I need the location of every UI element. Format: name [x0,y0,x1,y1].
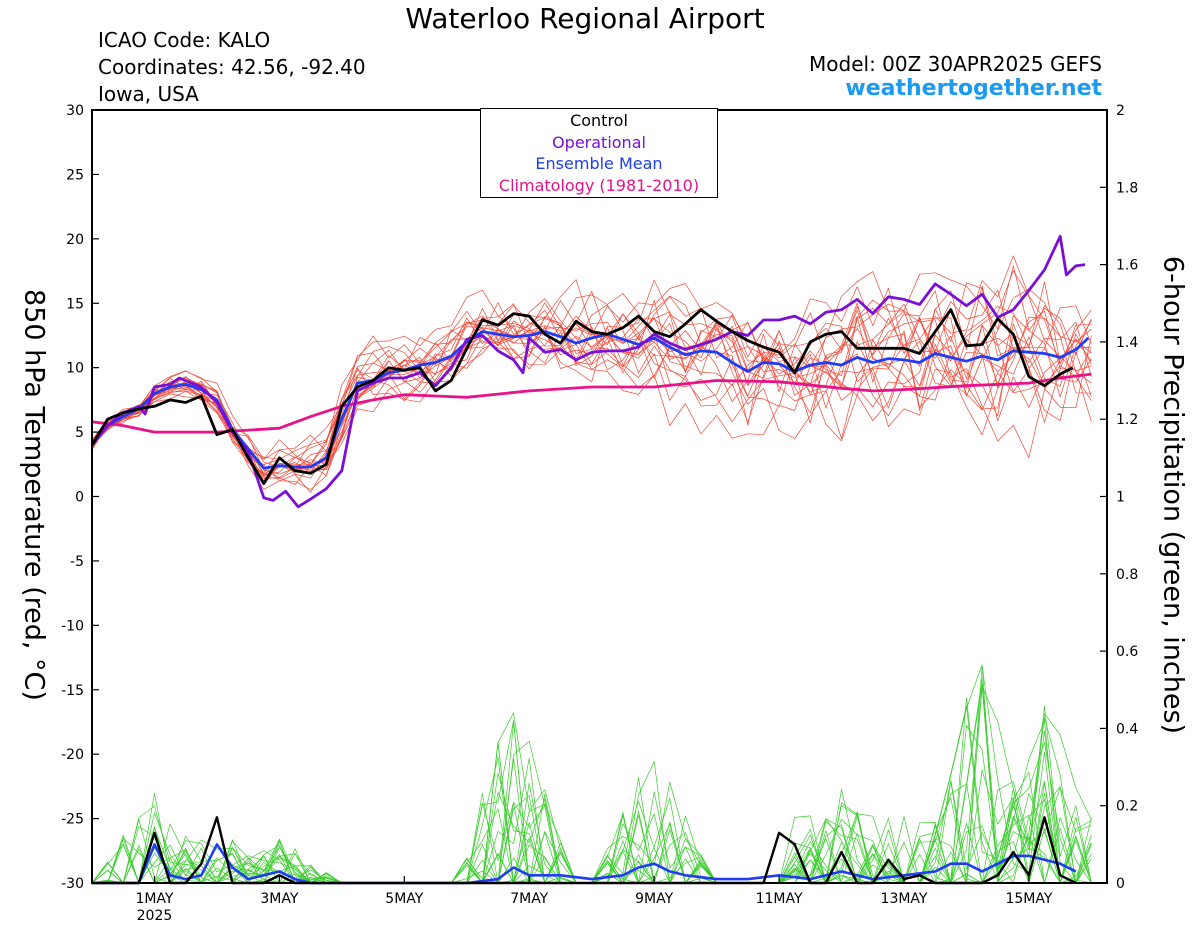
precipitation-member-line [92,730,1092,884]
chart-axes [91,109,1108,884]
y-right-tick-label: 1.2 [1116,412,1138,428]
region: Iowa, USA [98,82,199,106]
y-left-tick-label: 20 [66,232,84,248]
temperature-member-lines [91,255,1092,493]
y-left-tick-label: 25 [66,167,84,183]
y-right-tick-label: 0.2 [1116,799,1138,815]
chart-ticks: 302520151050-5-10-15-20-25-3021.81.61.41… [61,103,1138,924]
legend-operational: Operational [552,132,646,152]
y-left-tick-label: 0 [75,490,84,506]
temperature-member-line [91,293,1092,475]
legend-control: Control [570,111,628,130]
y-left-tick-label: -5 [70,554,84,570]
chart-legend: Control Operational Ensemble Mean Climat… [480,108,718,198]
x-tick-label: 9MAY [635,891,673,907]
legend-climatology: Climatology (1981-2010) [498,175,700,195]
site-link[interactable]: weathertogether.net [845,76,1102,101]
y-left-tick-label: -10 [61,618,84,634]
y-right-tick-label: 0.8 [1116,567,1138,583]
x-tick-label: 1MAY [135,891,173,907]
x-tick-label: 3MAY [260,891,298,907]
plot-frame [91,109,1108,884]
chart-title: Waterloo Regional Airport [405,2,765,35]
model-run: Model: 00Z 30APR2025 GEFS [809,52,1102,76]
y-right-tick-label: 1.6 [1116,258,1138,274]
y-right-tick-label: 0 [1116,876,1125,892]
temperature-member-line [91,288,1092,468]
temp-control-line [90,308,1074,486]
y-left-tick-label: -20 [61,747,84,763]
y-left-tick-label: 30 [66,103,84,119]
y-left-tick-label: -30 [61,876,84,892]
x-tick-label: 15MAY [1005,891,1052,907]
temp-ensemble-mean-line [90,330,1090,470]
y-right-tick-label: 1.4 [1116,335,1138,351]
y-axis-right-label: 6-hour Precipitation (green, inches) [1157,255,1189,735]
temperature-member-line [91,316,1092,477]
coordinates: Coordinates: 42.56, -92.40 [98,55,366,79]
temperature-member-line [91,285,1092,465]
x-tick-label: 7MAY [510,891,548,907]
temperature-member-line [91,295,1092,480]
precipitation-member-line [92,705,1092,884]
y-left-tick-label: 5 [75,425,84,441]
y-right-tick-label: 0.4 [1116,721,1138,737]
precipitation-member-line [91,697,1092,884]
y-left-tick-label: -25 [61,812,84,828]
temp-operational-line [90,234,1086,509]
highlight-lines [90,234,1092,885]
x-tick-label: 5MAY [385,891,423,907]
temperature-member-line [91,318,1092,460]
temp-climatology-line [91,372,1092,434]
y-right-tick-label: 0.6 [1116,644,1138,660]
y-left-tick-label: 15 [66,296,84,312]
precipitation-member-line [92,686,1092,884]
x-tick-label: 13MAY [881,891,928,907]
y-left-tick-label: 10 [66,361,84,377]
y-right-tick-label: 1.8 [1116,180,1138,196]
precipitation-member-line [91,683,1092,884]
temperature-member-line [91,265,1092,475]
y-axis-left-label: 850 hPa Temperature (red, °C) [18,289,50,701]
precipitation-member-line [92,685,1092,884]
icao-code: ICAO Code: KALO [98,28,271,52]
x-tick-sublabel: 2025 [137,908,173,924]
legend-ensemble-mean: Ensemble Mean [535,154,663,173]
x-tick-label: 11MAY [756,891,803,907]
temperature-member-line [91,305,1092,475]
y-right-tick-label: 2 [1116,103,1125,119]
precipitation-member-line [91,664,1092,884]
precipitation-member-line [91,678,1092,884]
y-left-tick-label: -15 [61,683,84,699]
precip-ensemble-mean-line [92,843,1077,885]
temperature-member-line [91,316,1092,474]
y-right-tick-label: 1 [1116,490,1125,506]
precipitation-member-line [92,664,1092,884]
precipitation-member-lines [91,664,1092,884]
